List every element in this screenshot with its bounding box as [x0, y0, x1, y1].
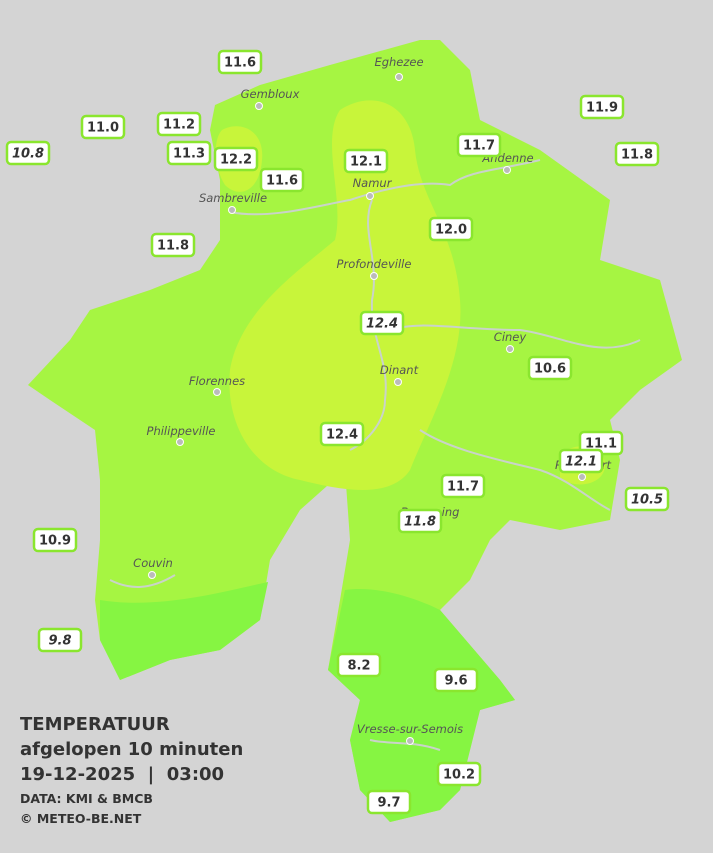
- station-box: [436, 761, 482, 787]
- station-value: 12.4: [326, 428, 358, 443]
- station-box: [150, 232, 196, 258]
- city-dot: [213, 388, 221, 396]
- station-box: [579, 94, 625, 120]
- city-label: Couvin: [133, 556, 173, 570]
- cool-zone: [328, 589, 515, 822]
- city-label: Florennes: [189, 374, 245, 388]
- station-box: [156, 111, 202, 137]
- station-box: [527, 355, 573, 381]
- station-value: 11.8: [621, 148, 653, 163]
- station-value: 10.9: [39, 534, 71, 549]
- station-box: [397, 508, 443, 534]
- city-dot: [506, 345, 514, 353]
- station-value: 11.6: [224, 56, 256, 71]
- city-label: Gembloux: [241, 87, 300, 101]
- copyright: © METEO-BE.NET: [20, 811, 142, 826]
- city-dot: [578, 473, 586, 481]
- station-value: 11.8: [404, 515, 436, 530]
- station-box: [624, 486, 670, 512]
- station-box: [558, 448, 604, 474]
- city-dot: [176, 438, 184, 446]
- station-box: [217, 49, 263, 75]
- station-value: 12.1: [565, 455, 597, 470]
- city-label: Namur: [353, 176, 393, 190]
- station-box: [614, 141, 660, 167]
- station-box: [366, 789, 412, 815]
- station-box: [433, 667, 479, 693]
- cool-zone: [100, 582, 268, 680]
- city-dot: [406, 737, 414, 745]
- city-label: Profondeville: [337, 257, 412, 271]
- station-value: 11.6: [266, 174, 298, 189]
- station-box: [319, 421, 365, 447]
- station-box: [37, 627, 83, 653]
- station-value: 12.4: [366, 317, 398, 332]
- station-value: 10.5: [631, 493, 663, 508]
- source: DATA: KMI & BMCB: [20, 791, 153, 806]
- station-value: 12.1: [350, 155, 382, 170]
- city-label: Philippeville: [147, 424, 216, 438]
- station-value: 11.3: [173, 147, 205, 162]
- city-label: Vresse-sur-Semois: [357, 722, 463, 736]
- city-dot: [370, 272, 378, 280]
- station-value: 9.8: [48, 634, 71, 649]
- station-value: 9.6: [444, 674, 467, 689]
- station-value: 11.7: [463, 139, 495, 154]
- city-dot: [228, 206, 236, 214]
- station-value: 10.6: [534, 362, 566, 377]
- city-dot: [366, 192, 374, 200]
- city-dot: [395, 73, 403, 81]
- city-dot: [394, 378, 402, 386]
- station-value: 11.7: [447, 480, 479, 495]
- title: TEMPERATUUR: [20, 714, 170, 735]
- river: [109, 159, 641, 751]
- station-box: [456, 132, 502, 158]
- station-value: 12.0: [435, 223, 467, 238]
- station-box: [343, 148, 389, 174]
- station-value: 9.7: [377, 796, 400, 811]
- station-value: 11.8: [157, 239, 189, 254]
- station-box: [440, 473, 486, 499]
- station-value: 10.8: [12, 147, 44, 162]
- warm-zone: [229, 100, 461, 491]
- city-dot: [148, 571, 156, 579]
- station-box: [32, 527, 78, 553]
- station-box: [80, 114, 126, 140]
- station-box: [213, 146, 259, 172]
- datetime: 19-12-2025 | 03:00: [20, 764, 224, 785]
- city-dot: [503, 166, 511, 174]
- city-dot: [255, 102, 263, 110]
- station-value: 11.0: [87, 121, 119, 136]
- station-box: [259, 167, 305, 193]
- city-label: Dinant: [380, 363, 419, 377]
- city-label: Ciney: [494, 330, 527, 344]
- station-value: 8.2: [347, 659, 370, 674]
- station-value: 10.2: [443, 768, 475, 783]
- station-box: [336, 652, 382, 678]
- station-value: 11.9: [586, 101, 618, 116]
- station-value: 12.2: [220, 153, 252, 168]
- city-label: Sambreville: [199, 191, 267, 205]
- station-box: [359, 310, 405, 336]
- station-box: [5, 140, 51, 166]
- subtitle: afgelopen 10 minuten: [20, 739, 243, 760]
- city-label: Eghezee: [374, 55, 423, 69]
- station-value: 11.2: [163, 118, 195, 133]
- station-value: 11.1: [585, 437, 617, 452]
- station-box: [428, 216, 474, 242]
- station-box: [166, 140, 212, 166]
